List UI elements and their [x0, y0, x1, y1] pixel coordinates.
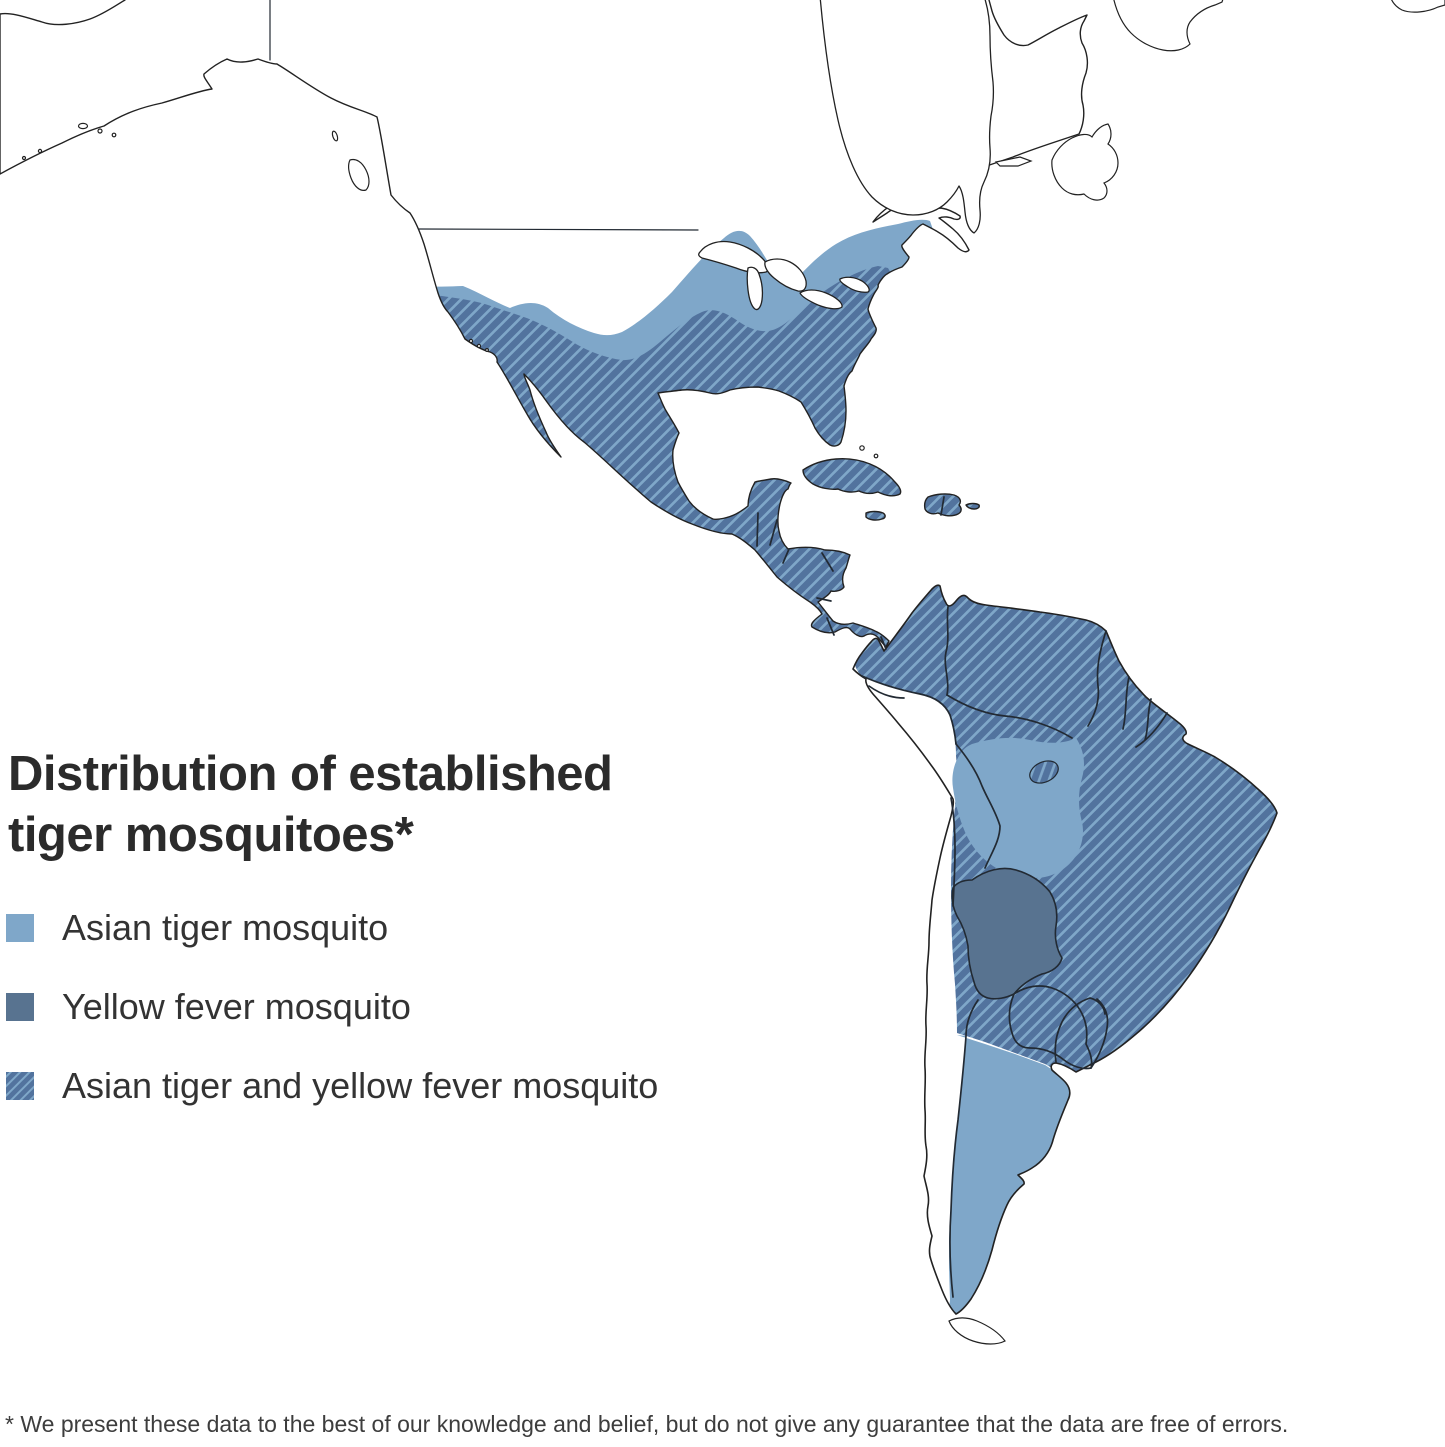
caribbean-islands: [803, 459, 979, 520]
aleutian-islet-3: [38, 149, 41, 152]
legend-label-yellow-fever: Yellow fever mosquito: [62, 986, 411, 1028]
aleutian-islet-4: [23, 157, 26, 160]
border-mexico-guatemala: [757, 513, 758, 546]
puerto-rico: [966, 504, 979, 510]
channel-islet-1: [469, 339, 472, 342]
title-line-2: tiger mosquitoes*: [8, 805, 708, 866]
legend-swatch-hatched: [6, 1072, 34, 1100]
aleutian-islet-1: [98, 129, 102, 133]
jamaica: [866, 512, 885, 521]
aleutian-islet-2: [112, 133, 116, 137]
tierra-del-fuego: [949, 1318, 1005, 1344]
channel-islet-2: [477, 344, 480, 347]
legend: Asian tiger mosquito Yellow fever mosqui…: [6, 913, 766, 1150]
legend-swatch-solid-dark: [6, 993, 34, 1021]
channel-islet-3: [486, 349, 489, 352]
page-title: Distribution of established tiger mosqui…: [8, 744, 708, 866]
legend-item-both-species: Asian tiger and yellow fever mosquito: [6, 1071, 766, 1101]
greenland-tip: [1113, 0, 1224, 51]
footnote: * We present these data to the best of o…: [5, 1411, 1405, 1438]
legend-label-asian-tiger: Asian tiger mosquito: [62, 907, 388, 949]
greenland-corner: [1390, 0, 1445, 12]
legend-swatch-solid-light: [6, 914, 34, 942]
bahamas-islet-2: [874, 454, 878, 458]
cuba: [803, 459, 901, 496]
legend-item-yellow-fever: Yellow fever mosquito: [6, 992, 766, 1022]
haida-gwaii: [331, 131, 338, 142]
legend-label-both-species: Asian tiger and yellow fever mosquito: [62, 1065, 658, 1107]
kodiak-island: [79, 123, 88, 128]
vancouver-island: [349, 159, 369, 190]
title-line-1: Distribution of established: [8, 744, 708, 805]
bahamas-islet-1: [860, 446, 864, 450]
legend-item-asian-tiger: Asian tiger mosquito: [6, 913, 766, 943]
